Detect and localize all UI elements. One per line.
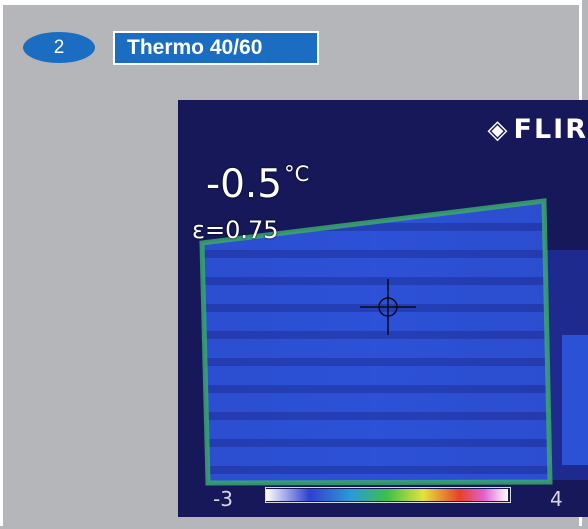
brand-name: FLIR — [513, 114, 588, 145]
step-number-badge: 2 — [23, 32, 95, 63]
temperature-unit: °C — [284, 162, 310, 186]
temperature-readout: -0.5°C — [206, 162, 309, 207]
page-title: Thermo 40/60 — [113, 31, 319, 65]
thermal-image: ◈ FLIR -0.5°C ε=0.75 -3 4 — [178, 100, 588, 517]
temperature-value: -0.5 — [206, 162, 283, 207]
scale-min-label: -3 — [213, 487, 233, 511]
color-scale-bar — [265, 487, 511, 503]
emissivity-readout: ε=0.75 — [192, 216, 279, 244]
flir-diamond-logo-icon: ◈ — [487, 115, 510, 145]
thermal-scene-graphic — [199, 198, 588, 501]
flir-brand: ◈ FLIR — [488, 114, 588, 145]
scale-max-label: 4 — [550, 487, 563, 511]
